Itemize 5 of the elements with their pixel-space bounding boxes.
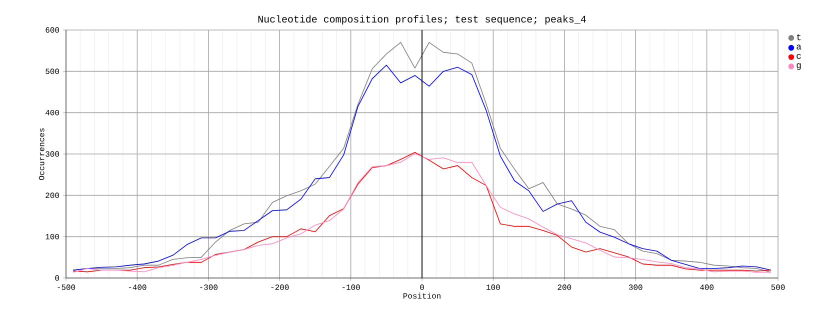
legend-label: g — [796, 63, 801, 70]
legend-label: a — [796, 44, 802, 50]
chart-title: Nucleotide composition profiles; test sequence; peaks_4 — [258, 15, 586, 24]
legend-label: t — [796, 34, 801, 40]
legend-label: c — [796, 54, 801, 59]
